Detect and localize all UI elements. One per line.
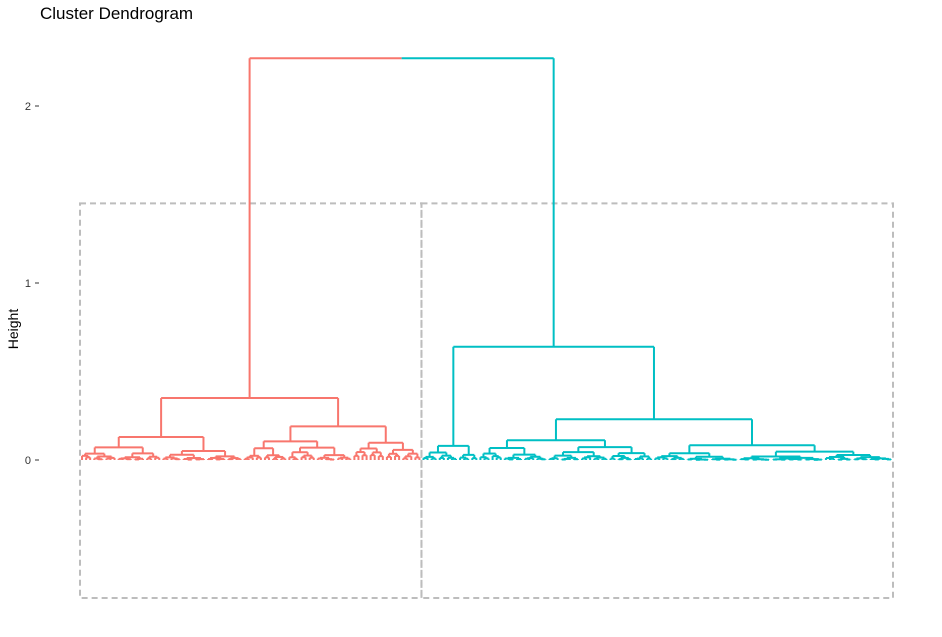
y-tick-label: 0 bbox=[25, 455, 31, 467]
y-axis-title: Height bbox=[5, 309, 21, 350]
cluster-rectangles bbox=[79, 202, 894, 600]
cluster-rectangle bbox=[79, 202, 423, 600]
dendrogram-tree bbox=[81, 57, 892, 461]
y-axis: Height 0 1 2 bbox=[5, 101, 39, 467]
y-tick-label: 1 bbox=[25, 278, 31, 290]
chart-title: Cluster Dendrogram bbox=[40, 4, 194, 23]
y-tick-label: 2 bbox=[25, 101, 31, 113]
cluster-rectangle bbox=[420, 202, 894, 600]
